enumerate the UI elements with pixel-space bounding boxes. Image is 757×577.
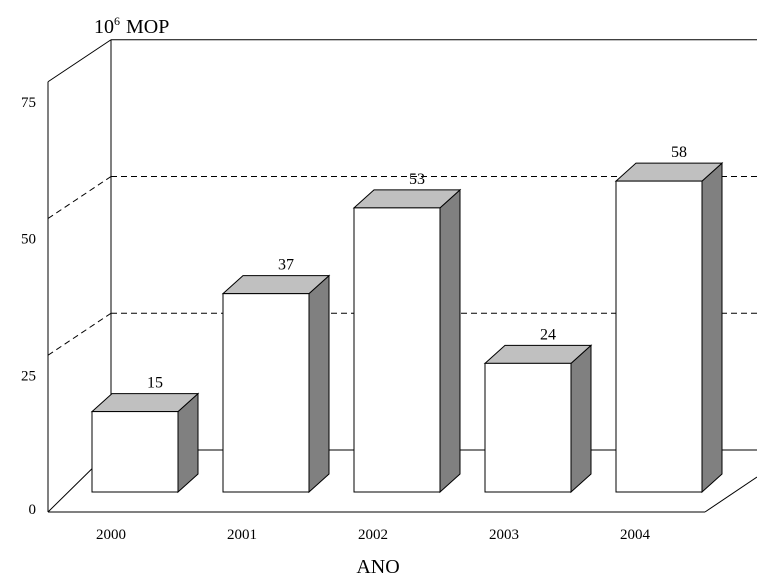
- x-axis-title: ANO: [356, 556, 399, 577]
- x-tick-label: 2002: [358, 527, 388, 543]
- data-label: 15: [147, 375, 163, 392]
- y-tick-label: 50: [21, 232, 36, 248]
- bar: [483, 344, 593, 494]
- bar-side: [308, 274, 330, 494]
- data-label: 53: [409, 171, 425, 188]
- bar: [614, 161, 724, 494]
- y-tick-labels: 0 25 50 75: [21, 95, 36, 518]
- bar-side: [701, 161, 723, 494]
- x-tick-label: 2004: [620, 527, 651, 543]
- bar: [221, 274, 331, 494]
- y-tick-label: 0: [29, 502, 37, 518]
- bar: [90, 392, 200, 494]
- bar-side: [439, 188, 461, 494]
- bar-front: [222, 293, 310, 493]
- x-tick-label: 2001: [227, 527, 257, 543]
- x-tick-labels: 2000 2001 2002 2003 2004: [96, 527, 651, 543]
- data-label: 24: [540, 326, 556, 343]
- bar-side: [570, 344, 592, 494]
- y-axis-title: 106 MOP: [94, 14, 169, 38]
- data-label: 58: [671, 144, 687, 161]
- x-tick-label: 2000: [96, 527, 126, 543]
- x-tick-label: 2003: [489, 527, 519, 543]
- y-tick-label: 25: [21, 368, 36, 384]
- bar-front: [353, 207, 441, 493]
- data-labels: 15 37 53 24 58: [147, 144, 687, 392]
- y-tick-label: 75: [21, 95, 36, 111]
- bar-front: [91, 411, 179, 493]
- bars: [90, 161, 724, 494]
- data-label: 37: [278, 257, 294, 274]
- bar-front: [484, 362, 572, 493]
- bar: [352, 188, 462, 494]
- bar-front: [615, 180, 703, 493]
